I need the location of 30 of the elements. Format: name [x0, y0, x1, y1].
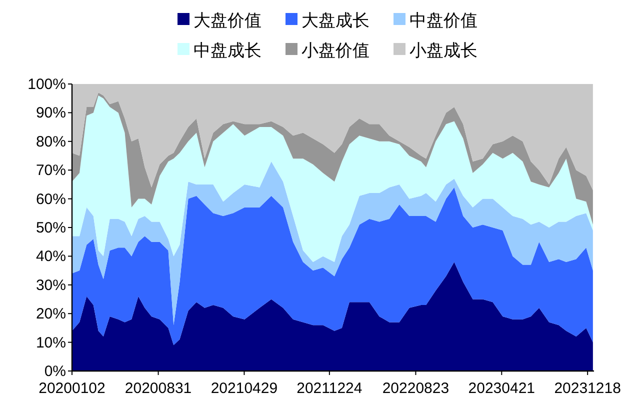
y-tick-label: 50% [36, 220, 66, 236]
legend-label: 中盘价值 [410, 11, 478, 30]
x-tick-label: 20230421 [468, 380, 536, 397]
y-tick-label: 20% [36, 306, 66, 323]
x-tick-label: 20210429 [210, 380, 278, 397]
y-tick-label: 10% [36, 334, 66, 352]
x-tick-label: 20231218 [554, 380, 621, 397]
legend-item: 小盘成长 [394, 41, 478, 60]
legend-item: 小盘价值 [286, 41, 370, 60]
y-tick-label: 70% [36, 162, 66, 180]
legend-item: 中盘成长 [178, 41, 262, 60]
y-tick-label: 40% [36, 248, 66, 266]
y-tick-label: 100% [28, 76, 66, 93]
x-tick-label: 20200831 [124, 380, 192, 397]
legend-item: 大盘价值 [178, 11, 262, 30]
legend-item: 大盘成长 [286, 11, 370, 30]
legend-label: 小盘成长 [410, 41, 478, 60]
y-tick-label: 90% [36, 104, 66, 122]
x-tick-label: 20220823 [382, 380, 450, 397]
y-tick-label: 30% [36, 276, 66, 294]
legend-label: 中盘成长 [194, 41, 262, 60]
y-tick-label: 80% [36, 133, 66, 150]
legend-label: 大盘成长 [302, 11, 370, 30]
x-tick-label: 20200102 [38, 380, 106, 397]
legend-label: 大盘价值 [194, 11, 262, 30]
x-tick-label: 20211224 [296, 380, 362, 397]
legend-label: 小盘价值 [302, 41, 370, 60]
y-tick-label: 60% [36, 190, 66, 208]
y-tick-label: 0% [44, 363, 66, 380]
legend-item: 中盘价值 [394, 11, 478, 30]
